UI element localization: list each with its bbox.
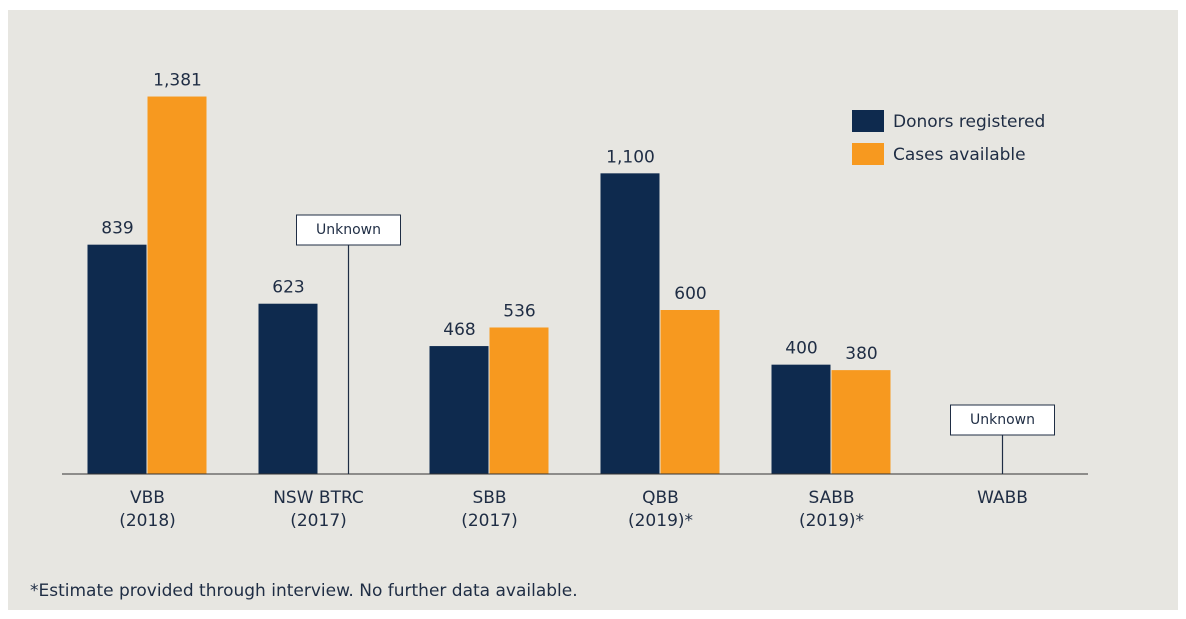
- x-tick-label: (2017): [461, 511, 518, 531]
- x-tick-label: SBB: [472, 488, 506, 508]
- legend-swatch: [852, 110, 884, 132]
- data-label: 600: [674, 284, 706, 304]
- x-tick-label: (2019)*: [799, 511, 864, 531]
- bar: [600, 173, 660, 475]
- x-tick-label: QBB: [642, 488, 679, 508]
- data-label: 468: [443, 320, 475, 340]
- bar: [87, 244, 147, 474]
- bar: [660, 310, 720, 474]
- x-tick-label: NSW BTRC: [273, 488, 364, 508]
- legend-label: Donors registered: [893, 112, 1045, 132]
- bar: [831, 370, 891, 474]
- x-tick-label: (2019)*: [628, 511, 693, 531]
- x-tick-label: SABB: [808, 488, 854, 508]
- data-label: 1,381: [153, 71, 202, 91]
- x-tick-label: (2017): [290, 511, 347, 531]
- data-label: 380: [845, 344, 877, 364]
- annotation-box: [950, 404, 1055, 436]
- annotation: Unknown: [316, 222, 381, 238]
- annotation-box: [296, 214, 401, 246]
- data-label: 400: [785, 339, 817, 359]
- data-label: 536: [503, 301, 535, 321]
- data-label: 1,100: [606, 147, 655, 167]
- legend-label: Cases available: [893, 145, 1026, 165]
- x-tick-label: WABB: [977, 488, 1028, 508]
- bar: [147, 96, 207, 474]
- data-label: 839: [101, 219, 133, 239]
- x-tick-label: VBB: [130, 488, 165, 508]
- annotation: Unknown: [970, 412, 1035, 428]
- bar: [429, 346, 489, 474]
- bar: [258, 303, 318, 474]
- bar: [489, 327, 549, 474]
- data-label: 623: [272, 278, 304, 298]
- legend-swatch: [852, 143, 884, 165]
- footnote: *Estimate provided through interview. No…: [30, 581, 578, 601]
- x-tick-label: (2018): [119, 511, 176, 531]
- bar: [771, 364, 831, 474]
